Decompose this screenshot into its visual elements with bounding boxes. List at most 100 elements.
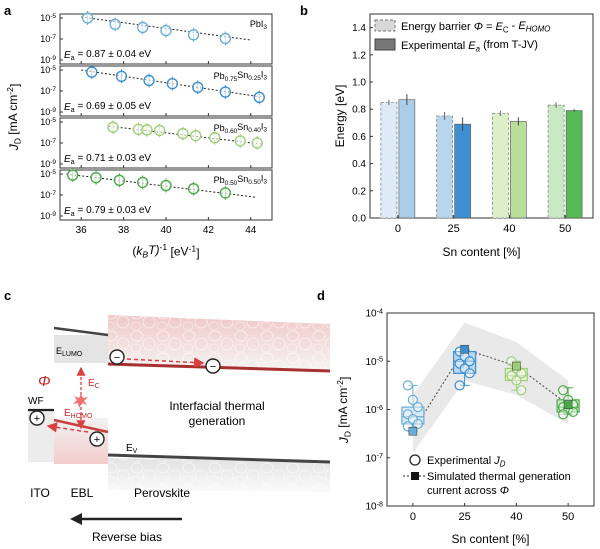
experimental-point [464, 356, 475, 367]
hole-sign-left: + [34, 413, 40, 425]
ebl-label: EBL [71, 486, 94, 500]
y-tick-label: 10-9 [40, 107, 56, 117]
y-tick-label: 10-9 [40, 211, 56, 221]
legend-label-experimental-ea: Experimental Ea (from T-JV) [401, 39, 538, 53]
data-point [192, 81, 204, 94]
thermal-spark-icon [73, 394, 88, 408]
ec-label: EC [88, 378, 100, 390]
data-point [115, 70, 128, 83]
generation-label-line1: Interfacial thermal [169, 399, 264, 413]
data-point [141, 124, 153, 136]
experimental-point [412, 418, 423, 430]
y-tick-label: 0.0 [352, 214, 366, 225]
x-tick-label: 44 [245, 225, 257, 236]
ebl-lumo-line [53, 326, 109, 337]
phi-label: Φ [38, 373, 51, 390]
generation-label-line2: generation [189, 414, 246, 428]
x-tick-label: 40 [503, 223, 515, 235]
x-axis-label: Sn content [%] [451, 532, 529, 546]
data-point [67, 169, 79, 181]
y-tick-label: 10-7 [40, 190, 56, 200]
data-point [136, 21, 149, 34]
bar-energy-barrier [380, 102, 398, 219]
bar-experimental-ea [454, 123, 471, 219]
y-tick-label: 10-6 [365, 403, 383, 416]
experimental-point [516, 368, 527, 379]
wf-label: WF [28, 396, 44, 407]
y-tick-label: 10-7 [40, 138, 56, 148]
data-point [113, 174, 126, 187]
experimental-point [464, 368, 475, 379]
hole-icon-right [89, 431, 105, 447]
data-point [234, 135, 246, 147]
y-tick-label: 1.2 [352, 50, 366, 61]
compound-label: PbI3 [250, 19, 268, 31]
x-tick-label: 40 [160, 225, 172, 236]
data-point [177, 127, 189, 140]
y-axis-label: Energy [eV] [333, 85, 347, 148]
simulated-point [512, 361, 521, 371]
plot-frame [369, 13, 594, 219]
y-tick-label: 10-5 [365, 355, 383, 368]
data-point [153, 124, 166, 137]
y-tick-label: 10-7 [40, 86, 56, 96]
y-tick-label: 10-9 [40, 55, 56, 65]
perovskite-label: Perovskite [134, 486, 190, 500]
ito-label: ITO [30, 486, 50, 500]
data-point [160, 24, 172, 37]
compound-label: Pb0.60Sn0.40I3 [214, 121, 268, 134]
panel-c-band-diagram: ELUMO Φ EC EHOMO WF EV Interfacial therm… [28, 315, 331, 544]
electron-sign-left: − [114, 352, 120, 364]
panel-label-a: a [4, 3, 12, 18]
ev-label: EV [126, 443, 138, 455]
perovskite-valence-texture [108, 458, 330, 492]
data-point [90, 171, 102, 184]
y-tick-label: 1.4 [352, 23, 366, 34]
simulated-point [563, 400, 573, 409]
simulated-current-line [412, 348, 569, 432]
legend-swatch-experimental-ea [374, 38, 396, 51]
data-point [166, 77, 179, 90]
y-tick-label: 10-8 [365, 499, 383, 512]
data-point [160, 179, 172, 192]
hole-icon-left [29, 410, 45, 426]
bar-energy-barrier [491, 112, 509, 219]
experimental-point [568, 406, 579, 418]
y-axis-label: JD [mA cm-2] [335, 377, 352, 445]
electron-drift-arrow [126, 357, 205, 368]
perovskite-grain-texture [108, 315, 330, 372]
x-axis-label: (kBT)-1 [eV-1] [132, 242, 199, 260]
data-point [187, 182, 200, 195]
experimental-point [402, 380, 413, 391]
simulated-point [408, 426, 418, 436]
data-point [251, 137, 263, 149]
legend-label-experimental: Experimental JD [427, 455, 506, 468]
data-point [107, 121, 119, 133]
compound-label: Pb0.50Sn0.50I3 [214, 173, 268, 186]
data-point [219, 187, 232, 199]
experimental-point [407, 394, 418, 405]
y-tick-label: 0.4 [352, 159, 366, 170]
x-tick-label: 25 [459, 511, 471, 523]
experimental-point [412, 401, 423, 413]
electron-icon-right [205, 358, 221, 374]
perovskite-valence-line [107, 453, 331, 464]
y-tick-label: 0.6 [352, 132, 366, 143]
experimental-point [516, 385, 527, 396]
x-tick-label: 38 [118, 225, 130, 236]
y-tick-label: 0.8 [352, 105, 366, 116]
bar-energy-barrier [547, 104, 565, 219]
panel-label-d: d [317, 288, 325, 303]
legend-marker-experimental [409, 454, 421, 466]
y-tick-label: 10-7 [40, 34, 56, 44]
data-point [187, 29, 200, 41]
y-tick-label: 10-9 [40, 159, 56, 169]
bar-energy-barrier [436, 115, 454, 219]
reverse-bias-arrowhead [70, 513, 82, 525]
panel-b-energy-bar-chart: 0.0 0.2 0.4 0.6 0.8 1.0 1.2 1.4 0 25 40 50 Energy ba… [333, 13, 594, 259]
simulation-uncertainty-band [412, 322, 569, 453]
data-point [253, 91, 265, 104]
electron-icon-left [109, 349, 125, 365]
data-point [219, 86, 232, 98]
